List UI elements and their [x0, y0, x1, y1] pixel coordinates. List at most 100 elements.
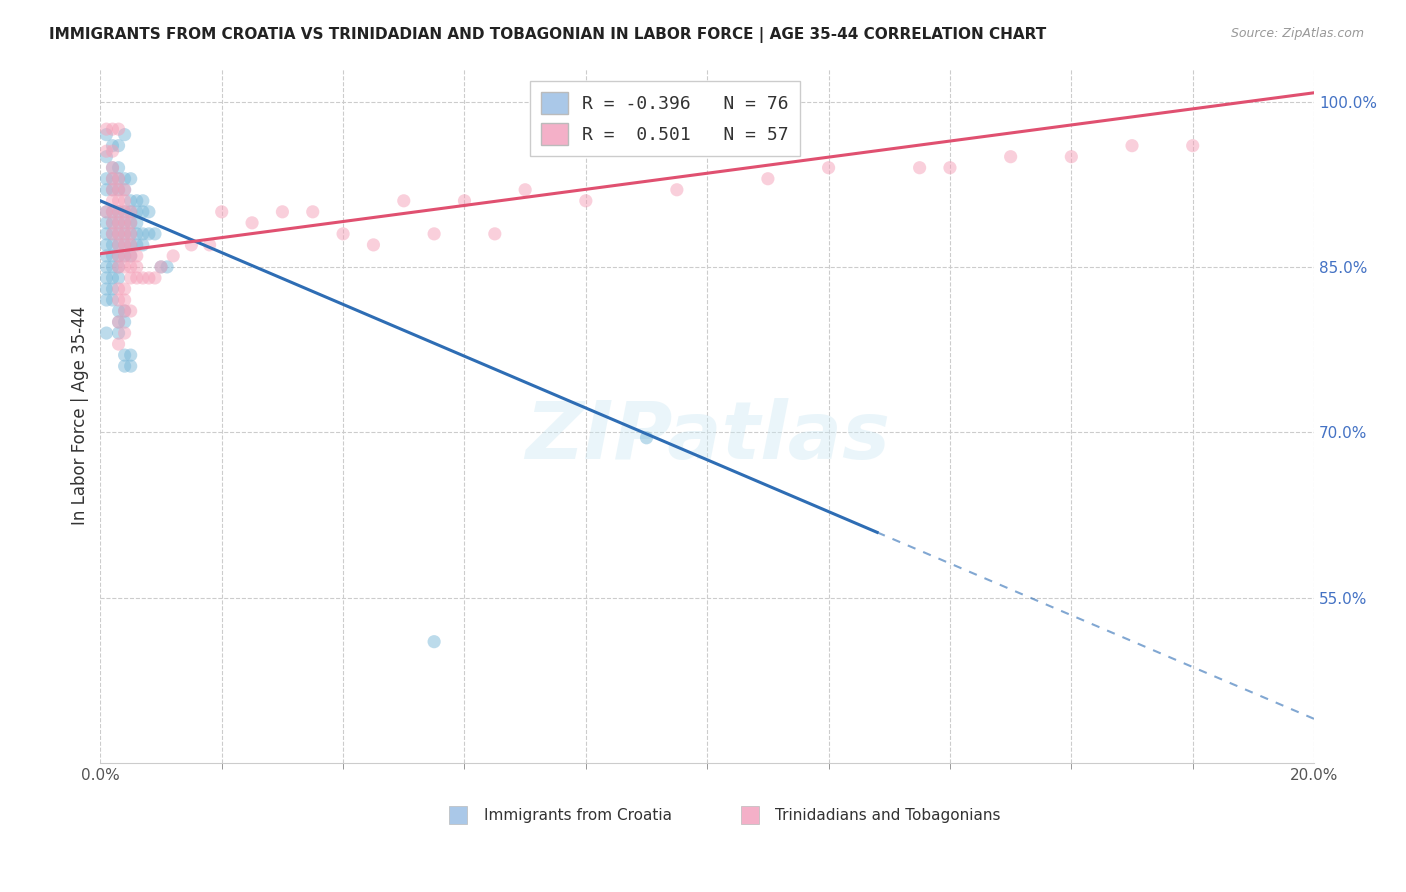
Point — [107, 171, 129, 186]
Point — [125, 260, 148, 274]
Point — [120, 271, 142, 285]
Text: Trinidadians and Tobagonians: Trinidadians and Tobagonians — [775, 807, 1001, 822]
Point — [107, 315, 129, 329]
Point — [1121, 138, 1143, 153]
Point — [114, 249, 136, 263]
Point — [143, 271, 166, 285]
Point — [107, 204, 129, 219]
Point — [101, 271, 124, 285]
Point — [125, 271, 148, 285]
Point — [125, 227, 148, 241]
Point — [817, 161, 839, 175]
Point — [211, 204, 233, 219]
Point — [120, 227, 142, 241]
Point — [120, 260, 142, 274]
Point — [636, 431, 658, 445]
Point — [101, 227, 124, 241]
Point — [665, 183, 688, 197]
Point — [101, 183, 124, 197]
Point — [114, 183, 136, 197]
Point — [101, 171, 124, 186]
Point — [101, 293, 124, 307]
Point — [107, 260, 129, 274]
Point — [114, 249, 136, 263]
Point — [120, 238, 142, 252]
Point — [107, 249, 129, 263]
Point — [120, 216, 142, 230]
Point — [120, 249, 142, 263]
Point — [150, 260, 173, 274]
Point — [423, 227, 446, 241]
Point — [120, 204, 142, 219]
Point — [132, 194, 155, 208]
Point — [198, 238, 221, 252]
Point — [156, 260, 179, 274]
Point — [120, 238, 142, 252]
Point — [114, 216, 136, 230]
Point — [107, 138, 129, 153]
Point — [114, 194, 136, 208]
Point — [107, 315, 129, 329]
Point — [96, 238, 118, 252]
Point — [120, 304, 142, 318]
Point — [107, 227, 129, 241]
Point — [101, 238, 124, 252]
Point — [96, 260, 118, 274]
Point — [120, 359, 142, 373]
Point — [939, 161, 962, 175]
Point — [114, 293, 136, 307]
Text: Source: ZipAtlas.com: Source: ZipAtlas.com — [1230, 27, 1364, 40]
Point — [114, 204, 136, 219]
Point — [107, 122, 129, 136]
Point — [114, 204, 136, 219]
Point — [114, 227, 136, 241]
Point — [114, 216, 136, 230]
Point — [484, 227, 506, 241]
Text: Immigrants from Croatia: Immigrants from Croatia — [484, 807, 672, 822]
Point — [96, 249, 118, 263]
Point — [96, 282, 118, 296]
Point — [107, 260, 129, 274]
Point — [575, 194, 598, 208]
Point — [107, 326, 129, 340]
Point — [423, 634, 446, 648]
Point — [120, 249, 142, 263]
Point — [125, 194, 148, 208]
Point — [107, 337, 129, 351]
Point — [101, 161, 124, 175]
Point — [96, 204, 118, 219]
Point — [107, 183, 129, 197]
Point — [114, 260, 136, 274]
Point — [101, 144, 124, 158]
Point — [107, 183, 129, 197]
Point — [1060, 150, 1083, 164]
Point — [150, 260, 173, 274]
Point — [107, 238, 129, 252]
Point — [107, 161, 129, 175]
Y-axis label: In Labor Force | Age 35-44: In Labor Force | Age 35-44 — [72, 306, 89, 525]
Point — [114, 227, 136, 241]
Legend: R = -0.396   N = 76, R =  0.501   N = 57: R = -0.396 N = 76, R = 0.501 N = 57 — [530, 81, 800, 156]
Point — [138, 271, 160, 285]
Point — [453, 194, 475, 208]
Point — [96, 271, 118, 285]
Point — [96, 326, 118, 340]
Text: IMMIGRANTS FROM CROATIA VS TRINIDADIAN AND TOBAGONIAN IN LABOR FORCE | AGE 35-44: IMMIGRANTS FROM CROATIA VS TRINIDADIAN A… — [49, 27, 1046, 43]
Point — [101, 227, 124, 241]
Point — [132, 238, 155, 252]
Point — [101, 183, 124, 197]
Point — [96, 216, 118, 230]
Point — [125, 249, 148, 263]
Point — [101, 171, 124, 186]
Point — [101, 216, 124, 230]
Point — [114, 304, 136, 318]
Point — [120, 204, 142, 219]
Text: ZIPatlas: ZIPatlas — [524, 398, 890, 475]
Point — [114, 315, 136, 329]
Point — [114, 238, 136, 252]
Point — [114, 183, 136, 197]
Point — [114, 359, 136, 373]
Point — [101, 249, 124, 263]
Point — [107, 238, 129, 252]
Point — [96, 293, 118, 307]
